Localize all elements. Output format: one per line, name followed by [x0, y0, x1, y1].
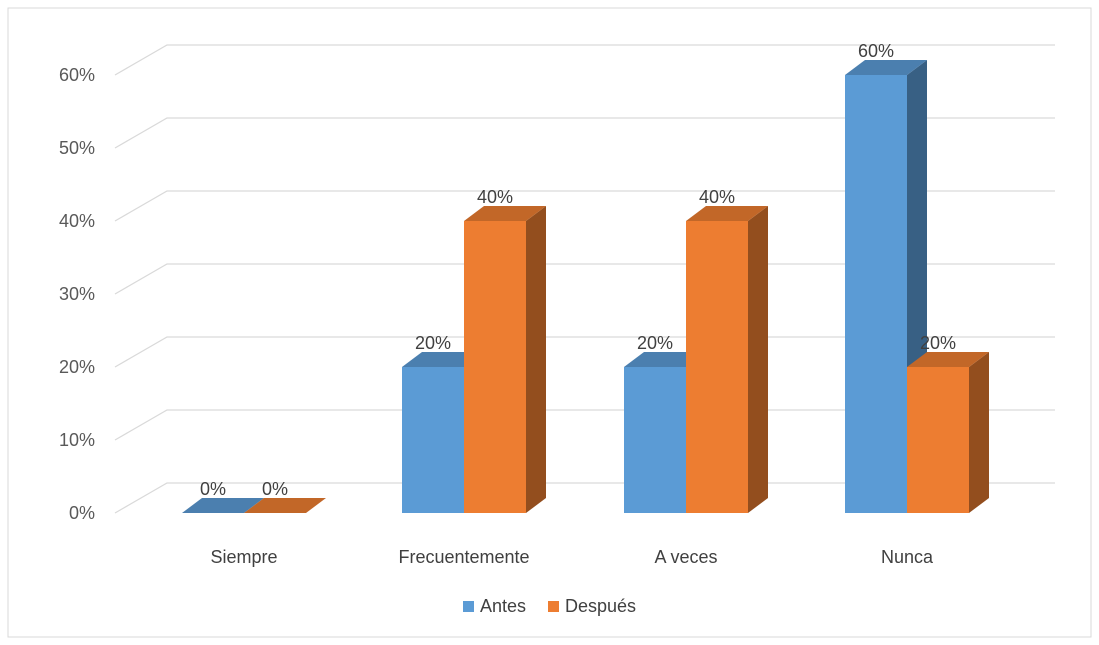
- y-tick-label: 50%: [59, 138, 95, 158]
- data-label: 40%: [699, 187, 735, 207]
- gridline: [114, 117, 1055, 149]
- gridline: [114, 44, 1055, 76]
- bar-front: [464, 221, 526, 513]
- gridline: [114, 190, 1055, 222]
- category-label: Nunca: [881, 547, 934, 567]
- data-label: 60%: [858, 41, 894, 61]
- data-label: 0%: [200, 479, 226, 499]
- bar-top: [244, 498, 326, 513]
- bar-top: [686, 206, 768, 221]
- bar-front: [686, 221, 748, 513]
- bar-front: [845, 75, 907, 513]
- bar-side: [526, 206, 546, 513]
- category-label: Frecuentemente: [398, 547, 529, 567]
- bar-front: [624, 367, 686, 513]
- y-tick-label: 60%: [59, 65, 95, 85]
- data-label: 20%: [920, 333, 956, 353]
- y-tick-label: 10%: [59, 430, 95, 450]
- bar-top: [464, 206, 546, 221]
- category-label: A veces: [654, 547, 717, 567]
- data-label: 20%: [415, 333, 451, 353]
- data-label: 0%: [262, 479, 288, 499]
- bar-top: [402, 352, 484, 367]
- legend-label: Después: [564, 596, 637, 616]
- category-label: Siempre: [210, 547, 277, 567]
- bar-side: [748, 206, 768, 513]
- legend-swatch: [462, 601, 474, 612]
- data-label: 20%: [637, 333, 673, 353]
- y-tick-label: 40%: [59, 211, 95, 231]
- y-tick-label: 30%: [59, 284, 95, 304]
- y-tick-label: 0%: [69, 503, 95, 523]
- bar-front: [402, 367, 464, 513]
- y-tick-label: 20%: [59, 357, 95, 377]
- legend-swatch: [547, 601, 559, 612]
- bar-top: [907, 352, 989, 367]
- legend-item: Antes: [462, 596, 526, 617]
- bar-side: [969, 352, 989, 513]
- legend-item: Después: [547, 596, 637, 617]
- bar-top: [845, 60, 927, 75]
- bar-top: [182, 498, 264, 513]
- legend-label: Antes: [479, 596, 526, 616]
- bar-front: [907, 367, 969, 513]
- legend: Antes Después: [0, 596, 1099, 617]
- bar-top: [624, 352, 706, 367]
- data-label: 40%: [477, 187, 513, 207]
- chart-border: [7, 7, 1092, 638]
